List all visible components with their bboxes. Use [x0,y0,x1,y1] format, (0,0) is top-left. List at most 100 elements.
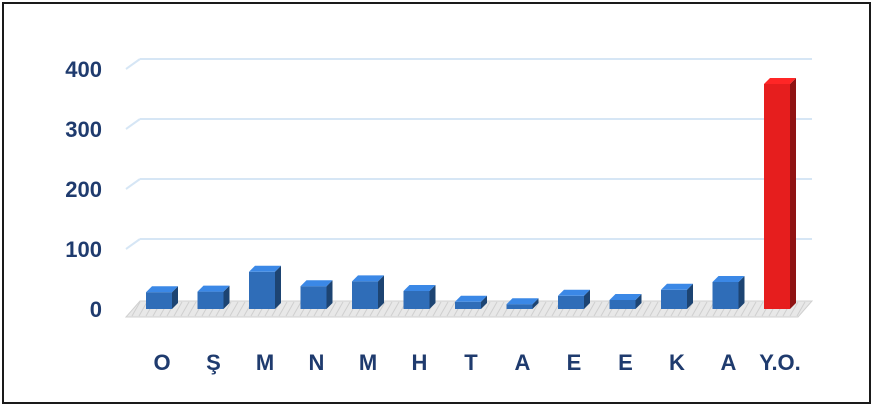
y-tick-label-300: 300 [65,117,102,142]
floor-hatch [187,301,197,317]
bar-side-4 [378,275,384,309]
floor-hatch [537,301,547,317]
bar-top-5 [403,285,436,291]
bar-top-8 [558,289,590,296]
floor-hatch [530,301,540,317]
bar-chart: 0 100 200 300 400 O Ş M N M H T A E E K A Y.O. [65,57,814,375]
x-tick-label-4: M [359,350,377,375]
floor-hatch [236,301,246,317]
floor-hatch [229,301,239,317]
x-tick-label-8: E [567,350,582,375]
bar-side-9 [635,294,642,309]
floor-hatch [481,301,491,317]
bar-12 [764,78,796,309]
bar-top-10 [661,283,693,290]
floor-hatch [446,301,456,317]
floor-hatch [495,301,505,317]
floor-hatch [278,301,288,317]
bar-side-11 [738,276,745,309]
x-tick-label-6: T [464,350,478,375]
x-tick-label-3: N [309,350,325,375]
bar-front-8 [558,295,584,309]
gridline-left-2 [125,178,141,190]
bar-side-8 [584,289,590,309]
bar-side-7 [532,298,539,309]
floor-hatch [285,301,295,317]
floor-hatch [754,301,764,317]
floor-hatch [740,301,750,317]
bar-front-5 [403,291,430,309]
x-tick-label-2: M [256,350,274,375]
x-axis-labels: O Ş M N M H T A E E K A Y.O. [153,350,800,375]
bar-top-4 [352,275,384,282]
x-tick-label-12: Y.O. [759,350,801,375]
bar-front-1 [197,291,224,309]
floor-hatch [796,301,806,317]
bar-side-12 [790,78,796,309]
bar-side-10 [687,283,693,309]
bar-8 [558,289,590,309]
bar-9 [609,294,642,309]
floor-hatch [173,301,183,317]
gridline-left-4 [125,58,141,70]
bar-front-7 [506,304,533,309]
floor-hatch [439,301,449,317]
gridline-left-3 [125,118,141,130]
bar-side-0 [172,286,178,309]
bar-front-11 [712,282,739,309]
x-tick-label-10: K [669,350,685,375]
gridlines [125,58,812,250]
bar-4 [352,275,384,309]
bar-1 [197,285,230,309]
bar-front-9 [609,300,636,309]
chart-frame: 0 100 200 300 400 O Ş M N M H T A E E K A Y.O. [2,2,871,404]
bar-side-2 [275,265,281,309]
bar-top-9 [609,294,642,300]
floor-hatch [334,301,344,317]
bar-side-3 [326,280,333,309]
x-tick-label-5: H [412,350,428,375]
floor-hatch [593,301,603,317]
floor-hatch [138,301,148,317]
bar-7 [506,298,539,309]
floor-hatch [432,301,442,317]
floor-hatch [586,301,596,317]
bar-top-11 [712,276,745,282]
x-tick-label-11: A [721,350,737,375]
x-tick-label-7: A [515,350,531,375]
floor-hatch [691,301,701,317]
bar-top-3 [300,280,333,287]
bars [146,78,796,309]
bar-front-0 [146,292,172,309]
bar-0 [146,286,178,309]
y-tick-label-100: 100 [65,237,102,262]
floor-hatch [180,301,190,317]
floor-hatch [222,301,232,317]
bar-front-6 [455,301,481,309]
floor-hatch [789,301,799,317]
floor-hatch [390,301,400,317]
floor-hatch [131,301,141,317]
floor-hatch [383,301,393,317]
y-axis-ticks: 0 100 200 300 400 [65,57,102,322]
floor-hatch [292,301,302,317]
x-tick-label-9: E [618,350,633,375]
bar-top-1 [197,285,230,292]
floor-hatch [698,301,708,317]
bar-front-2 [249,271,275,309]
floor-hatch [341,301,351,317]
bar-front-10 [661,289,687,309]
floor-hatch [684,301,694,317]
x-tick-label-1: Ş [206,350,221,375]
bar-11 [712,276,745,309]
bar-top-7 [506,298,539,305]
floor-hatch [327,301,337,317]
bar-top-0 [146,286,178,293]
bar-6 [455,295,487,309]
floor-hatch [600,301,610,317]
bar-top-12 [764,78,796,84]
y-tick-label-0: 0 [90,297,102,322]
bar-side-1 [223,285,230,309]
floor-hatch [649,301,659,317]
bar-side-6 [481,295,487,309]
